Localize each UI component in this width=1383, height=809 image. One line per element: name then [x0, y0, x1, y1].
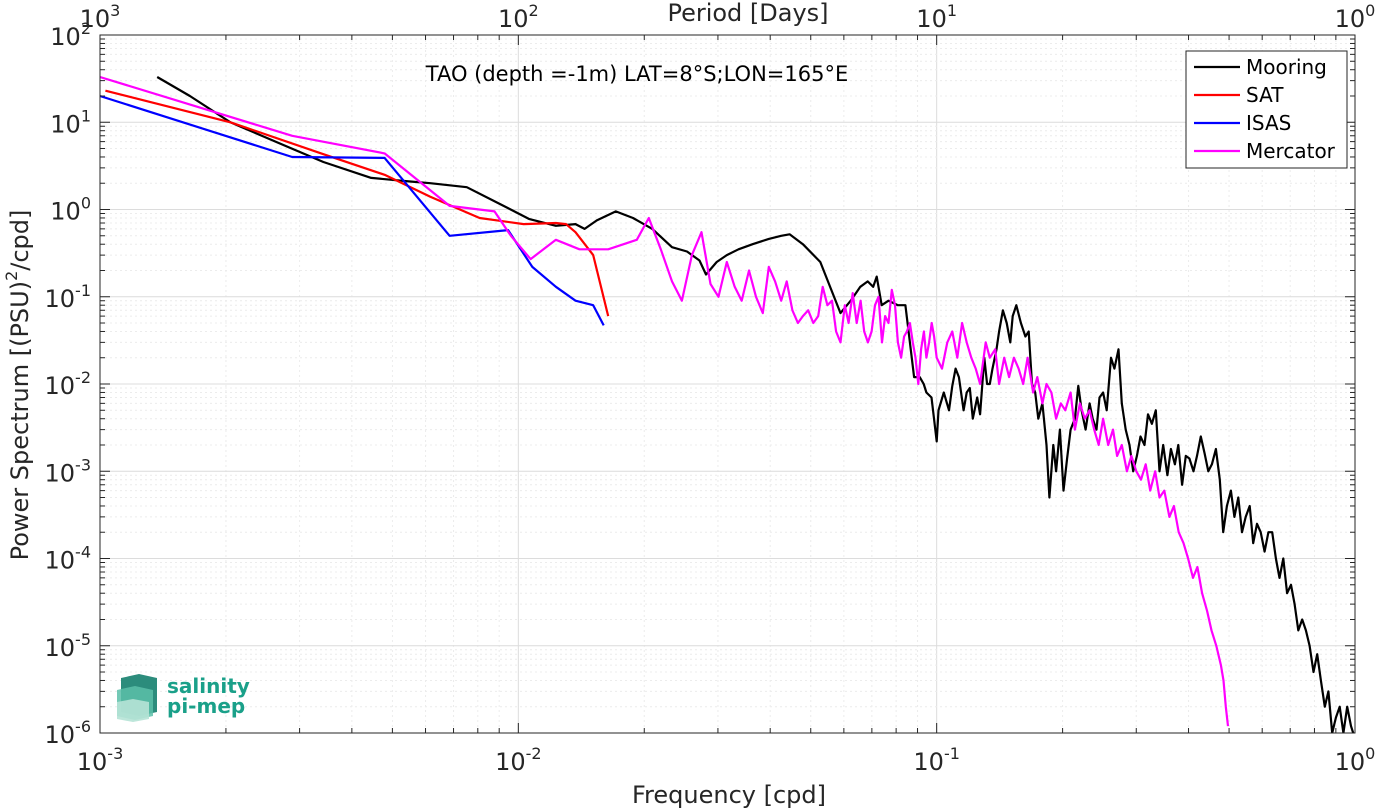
y-tick-label-exp: -3	[75, 455, 91, 474]
x-tick-label: 10-1	[913, 744, 960, 776]
legend-label-sat: SAT	[1246, 83, 1284, 107]
y-tick-label-base: 10	[45, 721, 76, 749]
y-axis-label: Power Spectrum [(PSU)2/cpd]	[2, 210, 34, 561]
y-tick-label-exp: 1	[81, 106, 91, 125]
top-tick-label-base: 10	[916, 5, 947, 33]
top-tick-label: 103	[80, 1, 121, 33]
x-tick-label-exp: 0	[1365, 744, 1375, 763]
top-tick-label-base: 10	[1335, 5, 1366, 33]
top-tick-label-base: 10	[80, 5, 111, 33]
x-tick-label: 10-2	[495, 744, 542, 776]
x-tick-label-base: 10	[913, 748, 944, 776]
top-tick-label-exp: 1	[947, 1, 957, 20]
top-tick-label-exp: 3	[110, 1, 120, 20]
salinity-pi-mep-logo: salinity pi-mep	[117, 674, 250, 722]
top-tick-label-exp: 0	[1365, 1, 1375, 20]
top-tick-label: 101	[916, 1, 957, 33]
y-tick-label-exp: -4	[75, 543, 91, 562]
y-tick-label: 10-1	[45, 281, 92, 313]
series-line-mooring	[156, 76, 1355, 733]
x-tick-label-base: 10	[495, 748, 526, 776]
x-axis-label: Frequency [cpd]	[632, 781, 826, 809]
legend-label-mooring: Mooring	[1246, 55, 1327, 79]
y-tick-label: 102	[50, 19, 91, 51]
legend: Mooring SAT ISAS Mercator	[1185, 50, 1348, 169]
y-tick-label: 10-3	[45, 455, 92, 487]
y-tick-label: 10-2	[45, 368, 92, 400]
x-tick-label: 100	[1335, 744, 1376, 776]
y-tick-label: 10-5	[45, 630, 92, 662]
y-tick-label-exp: -2	[75, 368, 91, 387]
y-tick-label-exp: -1	[75, 281, 91, 300]
y-axis-label-main: Power Spectrum [(PSU)	[6, 281, 34, 560]
x-tick-label-exp: -1	[944, 744, 960, 763]
x-tick-label-exp: -3	[107, 744, 123, 763]
logo-wave-light	[117, 699, 149, 722]
top-tick-label-base: 10	[498, 5, 529, 33]
chart-title: TAO (depth =-1m) LAT=8°S;LON=165°E	[425, 62, 849, 86]
y-tick-label-base: 10	[50, 23, 81, 51]
top-tick-label-exp: 2	[529, 1, 539, 20]
y-tick-label: 101	[50, 106, 91, 138]
top-tick-label: 102	[498, 1, 539, 33]
y-tick-label-base: 10	[50, 198, 81, 226]
logo-text-salinity: salinity	[167, 674, 250, 698]
y-tick-label-exp: 0	[81, 194, 91, 213]
y-axis-label-tail: /cpd]	[6, 210, 34, 271]
y-tick-label: 100	[50, 194, 91, 226]
top-tick-label: 100	[1335, 1, 1376, 33]
legend-box	[1185, 50, 1348, 169]
y-tick-label: 10-6	[45, 717, 92, 749]
x-tick-label: 10-3	[77, 744, 124, 776]
y-tick-label-exp: -5	[75, 630, 91, 649]
y-tick-label-base: 10	[50, 110, 81, 138]
y-tick-label-base: 10	[45, 285, 76, 313]
logo-text-pimep: pi-mep	[167, 694, 245, 718]
svg-text:Power Spectrum [(PSU)2/cpd]: Power Spectrum [(PSU)2/cpd]	[2, 210, 34, 561]
y-tick-label-base: 10	[45, 547, 76, 575]
series-line-sat	[105, 89, 610, 317]
top-axis-label: Period [Days]	[667, 0, 828, 27]
y-tick-label-base: 10	[45, 372, 76, 400]
y-tick-label-exp: -6	[75, 717, 91, 736]
x-tick-label-base: 10	[1335, 748, 1366, 776]
series-layer	[100, 75, 1355, 733]
y-tick-label: 10-4	[45, 543, 92, 575]
legend-label-isas: ISAS	[1246, 111, 1291, 135]
y-tick-label-base: 10	[45, 634, 76, 662]
grid	[99, 35, 1355, 734]
x-tick-label-base: 10	[77, 748, 108, 776]
y-tick-label-base: 10	[45, 459, 76, 487]
x-tick-label-exp: -2	[526, 744, 542, 763]
series-line-mercator	[100, 75, 1230, 727]
legend-label-mercator: Mercator	[1246, 139, 1336, 163]
tick-marks	[99, 35, 1355, 734]
y-tick-label-exp: 2	[81, 19, 91, 38]
y-axis-label-sup: 2	[2, 271, 21, 281]
